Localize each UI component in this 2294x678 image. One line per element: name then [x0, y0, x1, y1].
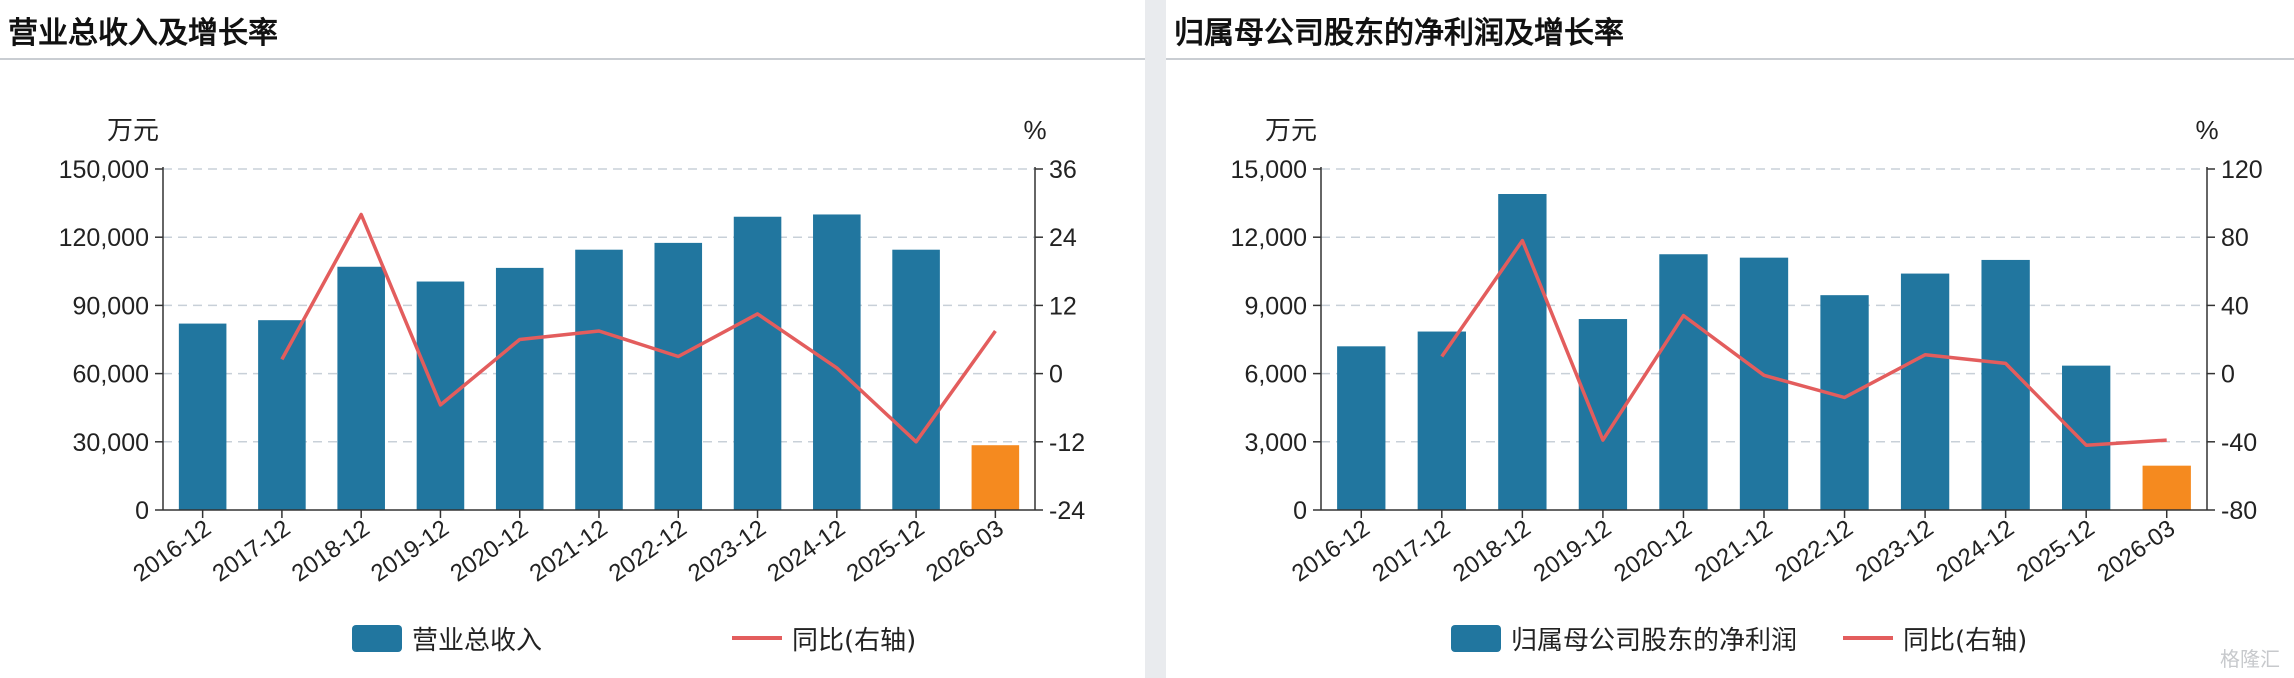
right-axis-unit: %: [1023, 115, 1046, 145]
x-tick-label: 2018-12: [287, 515, 375, 588]
y2-tick-label: 24: [1049, 224, 1077, 252]
x-tick-label: 2021-12: [1690, 515, 1778, 588]
x-tick-label: 2021-12: [525, 515, 613, 588]
y2-tick-label: 120: [2221, 156, 2263, 184]
y-tick-label: 0: [135, 497, 149, 525]
bar: [733, 216, 782, 511]
legend-bar-swatch: [352, 625, 402, 652]
y2-tick-label: 0: [2221, 361, 2235, 389]
x-tick-label: 2026-03: [921, 515, 1009, 588]
bar: [654, 242, 703, 510]
left-axis-unit: 万元: [1265, 116, 1317, 146]
revenue-chart-svg: 万元 % 0 30,000 60,000 90,000 120,000 150,000 -24 -…: [59, 115, 1086, 656]
y-tick-label: 0: [1293, 497, 1307, 525]
x-tick-label: 2026-03: [2093, 515, 2181, 588]
y-tick-label: 150,000: [59, 156, 149, 184]
bar: [1900, 273, 1950, 510]
x-tick-label: 2016-12: [1287, 515, 1375, 588]
y-tick-label: 3,000: [1244, 429, 1307, 457]
legend-bar-swatch: [1451, 625, 1501, 652]
bar: [178, 323, 227, 510]
x-tick-label: 2024-12: [1931, 515, 2019, 588]
y2-tick-label: 12: [1049, 292, 1077, 320]
x-tick-label: 2020-12: [446, 515, 534, 588]
y2-tick-label: 36: [1049, 156, 1077, 184]
panel-header: 营业总收入及增长率: [0, 0, 1145, 60]
y-tick-label: 90,000: [73, 292, 149, 320]
legend-bar-label: 归属母公司股东的净利润: [1511, 626, 1797, 656]
y2-tick-label: -24: [1049, 497, 1085, 525]
x-tick-label: 2019-12: [366, 515, 454, 588]
panel-header: 归属母公司股东的净利润及增长率: [1166, 0, 2294, 60]
bar: [813, 214, 861, 510]
y2-tick-label: 80: [2221, 224, 2249, 252]
y-tick-label: 6,000: [1244, 361, 1307, 389]
bar: [892, 249, 940, 510]
left-axis-unit: 万元: [107, 116, 159, 146]
bar: [575, 249, 623, 510]
x-tick-label: 2022-12: [1770, 515, 1858, 588]
x-tick-label: 2022-12: [604, 515, 692, 588]
y-tick-label: 60,000: [73, 361, 149, 389]
x-tick-label: 2024-12: [763, 515, 851, 588]
revenue-chart-panel: 营业总收入及增长率 万元% 0 30,000 60,000 90,000 120,000 1…: [0, 0, 1145, 678]
bar: [2062, 365, 2111, 510]
y-tick-label: 12,000: [1231, 224, 1307, 252]
legend-line-label: 同比(右轴): [792, 626, 916, 656]
chart-title: 归属母公司股东的净利润及增长率: [1174, 16, 1624, 51]
growth-line: [280, 212, 997, 444]
bar: [1739, 257, 1789, 510]
y2-tick-label: -12: [1049, 429, 1085, 457]
chart-title: 营业总收入及增长率: [8, 16, 278, 51]
bar: [2142, 465, 2191, 510]
x-tick-label: 2017-12: [1368, 515, 1456, 588]
y-tick-label: 9,000: [1244, 292, 1307, 320]
bar: [495, 267, 544, 510]
x-tick-label: 2023-12: [1851, 515, 1939, 588]
watermark: 格隆汇: [2220, 647, 2280, 671]
legend-line-label: 同比(右轴): [1903, 626, 2027, 656]
bar: [1417, 331, 1466, 510]
bar: [1981, 259, 2030, 510]
net-profit-chart-svg: 万元 % 0 3,000 6,000 9,000 12,000 15,000 -80 -40 0 40…: [1231, 115, 2263, 656]
net-profit-chart-panel: 归属母公司股东的净利润及增长率 万元% 0 3,000 6,000 9,000 12,00…: [1166, 0, 2294, 678]
x-tick-label: 2016-12: [128, 515, 216, 588]
x-tick-label: 2023-12: [683, 515, 771, 588]
bar: [416, 281, 465, 510]
y-tick-label: 120,000: [59, 224, 149, 252]
y2-tick-label: -40: [2221, 429, 2257, 457]
legend-bar-label: 营业总收入: [412, 626, 542, 656]
growth-line: [1440, 238, 2167, 447]
x-tick-label: 2017-12: [208, 515, 296, 588]
x-tick-label: 2025-12: [2012, 515, 2100, 588]
x-tick-label: 2025-12: [842, 515, 930, 588]
x-tick-label: 2019-12: [1529, 515, 1617, 588]
y2-tick-label: -80: [2221, 497, 2257, 525]
bar: [337, 266, 385, 510]
bar: [1498, 194, 1547, 511]
y-tick-label: 15,000: [1231, 156, 1307, 184]
y-tick-label: 30,000: [73, 429, 149, 457]
x-tick-label: 2018-12: [1448, 515, 1536, 588]
bar: [1820, 295, 1869, 510]
bar: [1659, 254, 1708, 510]
x-tick-label: 2020-12: [1609, 515, 1697, 588]
right-axis-unit: %: [2195, 115, 2218, 145]
bar: [1337, 346, 1386, 510]
bar: [258, 320, 306, 510]
y2-tick-label: 0: [1049, 361, 1063, 389]
bar: [971, 445, 1020, 510]
y2-tick-label: 40: [2221, 292, 2249, 320]
